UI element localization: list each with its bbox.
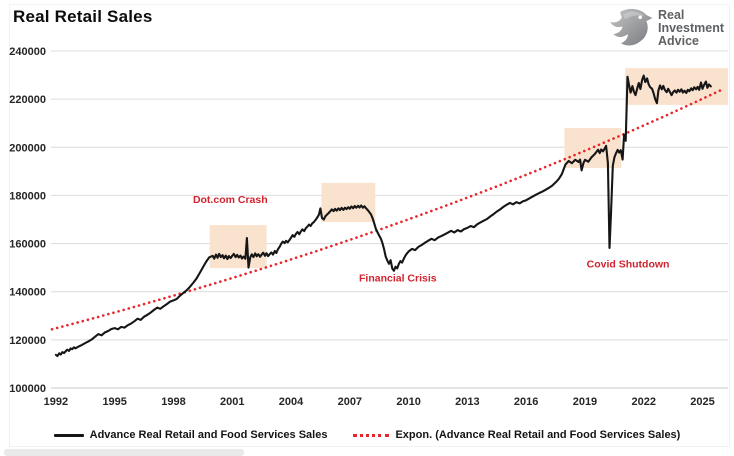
ria-logo: Real Investment Advice [608,5,724,51]
x-tick-label: 2010 [396,396,420,408]
logo-text: Real Investment Advice [658,7,724,48]
x-tick-label: 2022 [632,396,656,408]
screenshot-artifact [4,449,244,456]
legend-trend-label: Expon. (Advance Real Retail and Food Ser… [395,429,681,441]
legend-sales-label: Advance Real Retail and Food Services Sa… [89,429,328,441]
legend-sales-swatch [53,433,84,437]
y-tick-label: 200000 [9,142,46,154]
x-tick-label: 2004 [279,396,304,408]
legend-item-sales: Advance Real Retail and Food Services Sa… [53,429,328,441]
y-tick-label: 240000 [9,46,46,58]
annotation-covid-shutdown: Covid Shutdown [587,258,670,270]
y-tick-label: 140000 [9,287,46,299]
y-tick-label: 180000 [9,190,46,202]
x-tick-label: 2007 [338,396,362,408]
legend-item-trend: Expon. (Advance Real Retail and Food Ser… [353,429,680,441]
eagle-icon [610,8,653,46]
y-tick-label: 220000 [9,94,46,106]
highlight-box-housing-bubble [321,182,376,223]
x-tick-label: 2013 [455,396,479,408]
legend-trend-swatch [353,433,390,437]
trendline-series [50,87,725,331]
chart-legend: Advance Real Retail and Food Services Sa… [0,425,734,445]
x-tick-label: 2016 [514,396,538,408]
x-tick-label: 1992 [44,396,68,408]
x-tick-label: 1995 [102,396,126,408]
logo-line-1: Real [658,7,685,22]
logo-line-2: Investment [658,20,724,35]
logo-line-3: Advice [658,33,699,48]
highlight-box-dotcom-crash [209,225,267,269]
y-tick-label: 160000 [9,239,46,251]
y-tick-label: 100000 [9,383,46,395]
x-tick-label: 2019 [573,396,597,408]
annotation-financial-crisis: Financial Crisis [359,272,437,284]
sales-series [54,74,712,358]
y-tick-label: 120000 [9,335,46,347]
annotation-dot-com-crash: Dot.com Crash [193,194,268,206]
x-tick-label: 1998 [161,396,185,408]
page-title: Real Retail Sales [13,7,153,26]
x-tick-label: 2025 [690,396,714,408]
x-tick-label: 2001 [220,396,244,408]
